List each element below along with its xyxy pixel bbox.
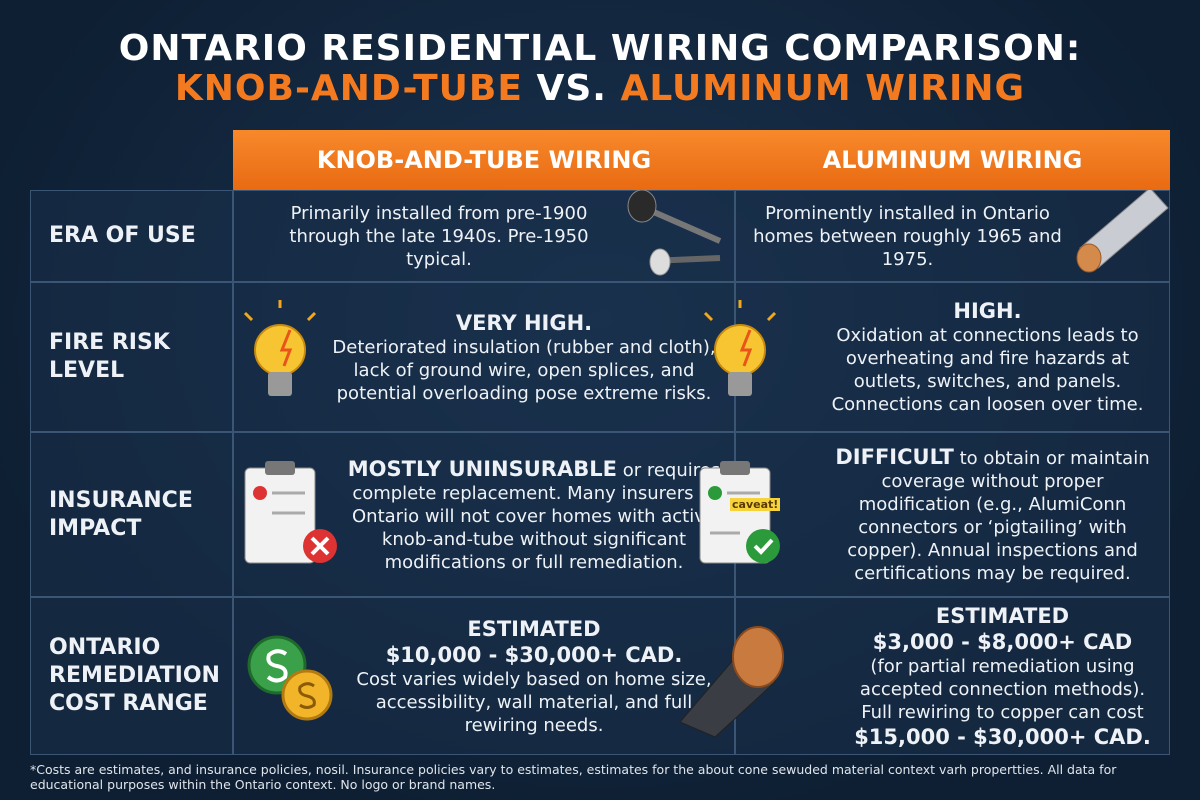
cell: MOSTLY UNINSURABLE or requires complete … — [233, 432, 735, 597]
clipboard-icon — [699, 461, 780, 564]
row-label: INSURANCE IMPACT — [30, 432, 233, 597]
title: ONTARIO RESIDENTIAL WIRING COMPARISON: — [118, 28, 1082, 69]
bulb-icon — [703, 300, 777, 396]
cell: DIFFICULT to obtain or maintain coverage… — [735, 432, 1170, 597]
cell-body: Cost varies widely based on home size, a… — [356, 668, 712, 736]
cell-body: to obtain or maintain coverage without p… — [847, 448, 1150, 584]
cell-amount: $3,000 - $8,000+ CAD — [872, 629, 1133, 654]
row-label-text: ERA OF USE — [49, 223, 196, 248]
row-label: ONTARIO REMEDIATION COST RANGE — [30, 597, 233, 755]
cell: ESTIMATED $3,000 - $8,000+ CAD (for partia… — [735, 597, 1170, 755]
row-label-text: ONTARIO REMEDIATION COST RANGE — [49, 635, 220, 716]
column-header: ALUMINUM WIRING — [735, 130, 1170, 190]
cell-lead: MOSTLY UNINSURABLE — [347, 456, 617, 481]
row-label-text: INSURANCE IMPACT — [49, 487, 193, 541]
cell: VERY HIGH. Deteriorated insulation (rubbe… — [233, 282, 735, 432]
cell-lead: DIFFICULT — [835, 445, 954, 469]
footnote: *Costs are estimates, and insurance poli… — [30, 762, 1117, 792]
title-mid: VS. — [536, 68, 607, 109]
icon-label: caveat! — [730, 498, 781, 511]
row-label: FIRE RISK LEVEL — [30, 282, 233, 432]
cell-body: (for partial remediation using accepted … — [859, 655, 1146, 723]
cell: HIGH. Oxidation at connections leads to o… — [735, 282, 1170, 432]
cell-heading: ESTIMATED — [935, 603, 1070, 628]
title-right: ALUMINUM WIRING — [620, 68, 1026, 109]
cell-body: Prominently installed in Ontario homes b… — [753, 202, 1062, 270]
title-line2: KNOB-AND-TUBE VS. ALUMINUM WIRING — [0, 68, 1200, 109]
cell-body: Deteriorated insulation (rubber and clot… — [332, 336, 716, 404]
row-label: ERA OF USE — [30, 190, 233, 282]
column-header: KNOB-AND-TUBE WIRING — [233, 130, 735, 190]
title-left: KNOB-AND-TUBE — [174, 68, 523, 109]
row-label-text: FIRE RISK LEVEL — [49, 330, 170, 383]
coins-icon — [247, 635, 333, 721]
cell-body: Primarily installed from pre-1900 throug… — [289, 202, 589, 270]
bulb-icon — [243, 300, 317, 396]
cell-text: MOSTLY UNINSURABLE or requires complete … — [344, 456, 724, 574]
cell-body: or requires complete replacement. Many i… — [352, 459, 721, 573]
cell-heading: HIGH. — [953, 299, 1022, 323]
cell-text: DIFFICULT to obtain or maintain coverage… — [826, 444, 1159, 585]
cell-note-amount: $15,000 - $30,000+ CAD. — [854, 724, 1151, 749]
cell-heading: VERY HIGH. — [455, 310, 593, 335]
wire-icon — [1076, 187, 1169, 273]
knob-icon — [627, 189, 722, 276]
cell-body: Oxidation at connections leads to overhe… — [831, 325, 1144, 415]
clipboard-icon — [244, 461, 337, 564]
cable-icon — [679, 626, 784, 738]
cell-amount: $10,000 - $30,000+ CAD. — [385, 642, 683, 667]
cell-heading: ESTIMATED — [467, 616, 601, 641]
